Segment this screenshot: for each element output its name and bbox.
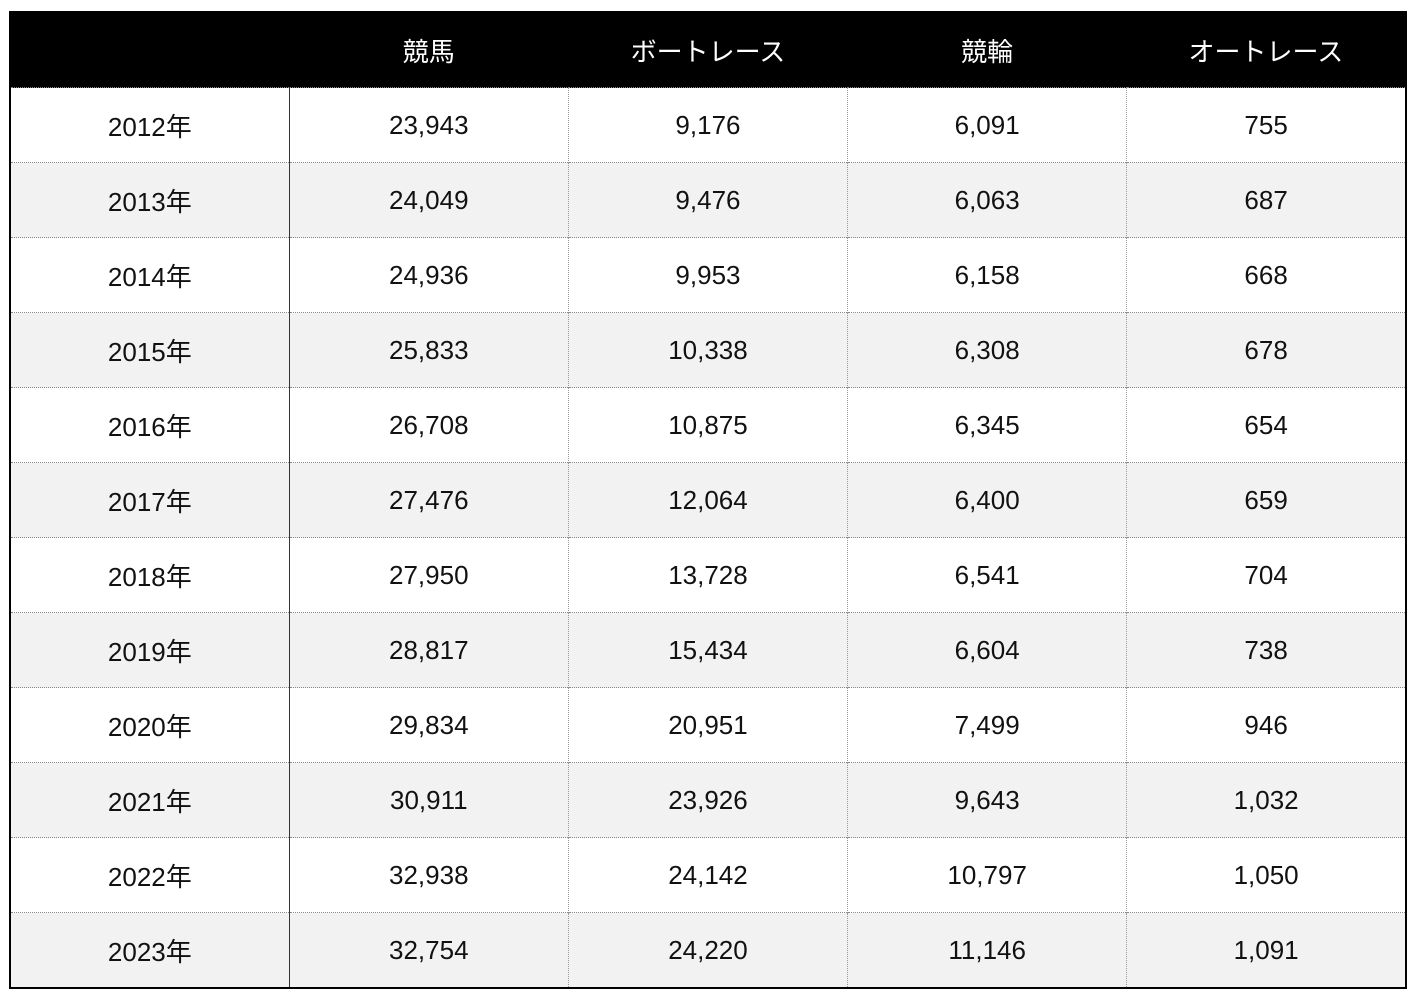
cell: 23,943: [288, 87, 569, 163]
cell: 668: [1126, 237, 1406, 313]
header-cell: ボートレース: [568, 12, 848, 88]
row-label: 2021年: [10, 762, 290, 838]
header-cell: オートレース: [1126, 12, 1406, 88]
table-row: 2019年 28,817 15,434 6,604 738: [10, 612, 1406, 688]
cell: 27,950: [288, 537, 569, 613]
table-row: 2022年 32,938 24,142 10,797 1,050: [10, 837, 1406, 913]
row-label: 2020年: [10, 687, 290, 763]
cell: 10,797: [847, 837, 1127, 913]
cell: 29,834: [288, 687, 569, 763]
table-row: 2014年 24,936 9,953 6,158 668: [10, 237, 1406, 313]
cell: 30,911: [288, 762, 569, 838]
data-table: 競馬 ボートレース 競輪 オートレース 2012年 23,943 9,176 6,091 75…: [9, 11, 1407, 989]
cell: 26,708: [288, 387, 569, 463]
cell: 6,308: [847, 312, 1127, 388]
cell: 6,400: [847, 462, 1127, 538]
cell: 1,091: [1126, 912, 1406, 988]
cell: 1,050: [1126, 837, 1406, 913]
cell: 7,499: [847, 687, 1127, 763]
cell: 9,176: [567, 87, 848, 163]
row-label: 2016年: [10, 387, 290, 463]
table-container: 競馬 ボートレース 競輪 オートレース 2012年 23,943 9,176 6,091 75…: [9, 11, 1407, 989]
cell: 704: [1126, 537, 1406, 613]
row-label: 2023年: [10, 912, 290, 988]
cell: 6,063: [847, 162, 1127, 238]
cell: 13,728: [567, 537, 848, 613]
cell: 659: [1126, 462, 1406, 538]
cell: 946: [1126, 687, 1406, 763]
header-row: 競馬 ボートレース 競輪 オートレース: [10, 12, 1406, 88]
row-label: 2015年: [10, 312, 290, 388]
cell: 24,049: [288, 162, 569, 238]
cell: 654: [1126, 387, 1406, 463]
cell: 10,875: [567, 387, 848, 463]
cell: 9,953: [567, 237, 848, 313]
cell: 6,158: [847, 237, 1127, 313]
row-label: 2018年: [10, 537, 290, 613]
cell: 11,146: [847, 912, 1127, 988]
row-label: 2012年: [10, 87, 290, 163]
cell: 24,142: [567, 837, 848, 913]
table-row: 2017年 27,476 12,064 6,400 659: [10, 462, 1406, 538]
cell: 28,817: [288, 612, 569, 688]
cell: 6,604: [847, 612, 1127, 688]
cell: 10,338: [567, 312, 848, 388]
header-cell: [10, 12, 290, 88]
table-row: 2016年 26,708 10,875 6,345 654: [10, 387, 1406, 463]
cell: 24,220: [567, 912, 848, 988]
row-label: 2022年: [10, 837, 290, 913]
cell: 738: [1126, 612, 1406, 688]
table-row: 2012年 23,943 9,176 6,091 755: [10, 87, 1406, 163]
cell: 12,064: [567, 462, 848, 538]
cell: 755: [1126, 87, 1406, 163]
header-cell: 競輪: [847, 12, 1127, 88]
cell: 20,951: [567, 687, 848, 763]
table-row: 2021年 30,911 23,926 9,643 1,032: [10, 762, 1406, 838]
cell: 6,091: [847, 87, 1127, 163]
cell: 9,643: [847, 762, 1127, 838]
cell: 32,938: [288, 837, 569, 913]
row-label: 2013年: [10, 162, 290, 238]
cell: 32,754: [288, 912, 569, 988]
table-row: 2018年 27,950 13,728 6,541 704: [10, 537, 1406, 613]
cell: 6,541: [847, 537, 1127, 613]
row-label: 2014年: [10, 237, 290, 313]
cell: 687: [1126, 162, 1406, 238]
cell: 1,032: [1126, 762, 1406, 838]
table-row: 2020年 29,834 20,951 7,499 946: [10, 687, 1406, 763]
row-label: 2019年: [10, 612, 290, 688]
cell: 23,926: [567, 762, 848, 838]
cell: 27,476: [288, 462, 569, 538]
cell: 24,936: [288, 237, 569, 313]
table-row: 2013年 24,049 9,476 6,063 687: [10, 162, 1406, 238]
cell: 678: [1126, 312, 1406, 388]
table-body: 2012年 23,943 9,176 6,091 755 2013年 24,049 9,476…: [10, 87, 1406, 988]
header-cell: 競馬: [289, 12, 569, 88]
row-label: 2017年: [10, 462, 290, 538]
cell: 15,434: [567, 612, 848, 688]
cell: 9,476: [567, 162, 848, 238]
cell: 25,833: [288, 312, 569, 388]
cell: 6,345: [847, 387, 1127, 463]
table-row: 2015年 25,833 10,338 6,308 678: [10, 312, 1406, 388]
table-row: 2023年 32,754 24,220 11,146 1,091: [10, 912, 1406, 988]
